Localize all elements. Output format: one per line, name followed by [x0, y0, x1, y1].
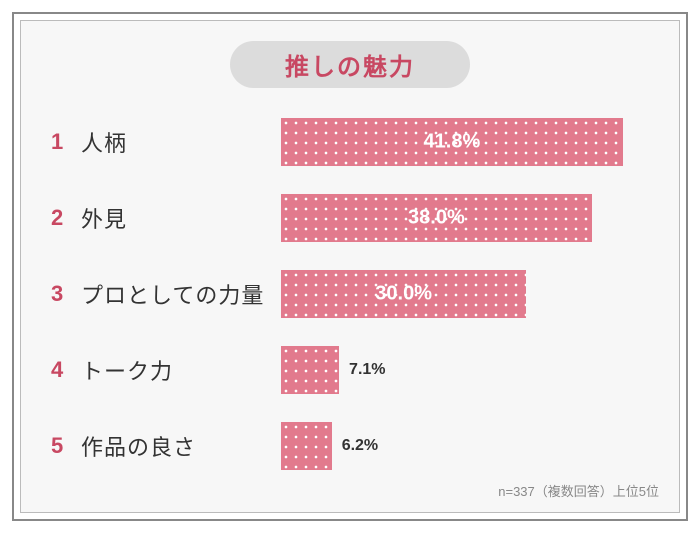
bar-track: 41.8%	[281, 118, 649, 166]
bar-value: 41.8%	[424, 131, 481, 154]
rank-number: 3	[51, 281, 81, 307]
bar-value: 38.0%	[408, 207, 465, 230]
bar-track: 30.0%	[281, 270, 649, 318]
bar-row: 5 作品の良さ 6.2%	[51, 422, 649, 470]
category-label: 作品の良さ	[81, 430, 281, 462]
bar-track: 7.1%	[281, 346, 649, 394]
bar-track: 38.0%	[281, 194, 649, 242]
chart-outer-frame: 推しの魅力 1 人柄 41.8% 2 外見 38.0%	[12, 12, 688, 521]
chart-rows: 1 人柄 41.8% 2 外見 38.0% 3 プロ	[51, 118, 649, 470]
bar-row: 3 プロとしての力量 30.0%	[51, 270, 649, 318]
bar-fill	[281, 346, 339, 394]
chart-title: 推しの魅力	[230, 41, 470, 88]
bar-value: 6.2%	[342, 437, 378, 455]
bar-track: 6.2%	[281, 422, 649, 470]
bar-fill	[281, 422, 332, 470]
bar-fill: 41.8%	[281, 118, 623, 166]
rank-number: 5	[51, 433, 81, 459]
bar-value: 30.0%	[375, 283, 432, 306]
rank-number: 2	[51, 205, 81, 231]
category-label: トーク力	[81, 354, 281, 386]
category-label: 人柄	[81, 126, 281, 158]
bar-row: 2 外見 38.0%	[51, 194, 649, 242]
category-label: プロとしての力量	[81, 278, 281, 310]
bar-value: 7.1%	[349, 361, 385, 379]
chart-inner-frame: 推しの魅力 1 人柄 41.8% 2 外見 38.0%	[20, 20, 680, 513]
bar-fill: 38.0%	[281, 194, 592, 242]
bar-fill: 30.0%	[281, 270, 526, 318]
category-label: 外見	[81, 202, 281, 234]
rank-number: 1	[51, 129, 81, 155]
chart-footnote: n=337（複数回答）上位5位	[498, 481, 659, 500]
rank-number: 4	[51, 357, 81, 383]
bar-row: 1 人柄 41.8%	[51, 118, 649, 166]
bar-row: 4 トーク力 7.1%	[51, 346, 649, 394]
